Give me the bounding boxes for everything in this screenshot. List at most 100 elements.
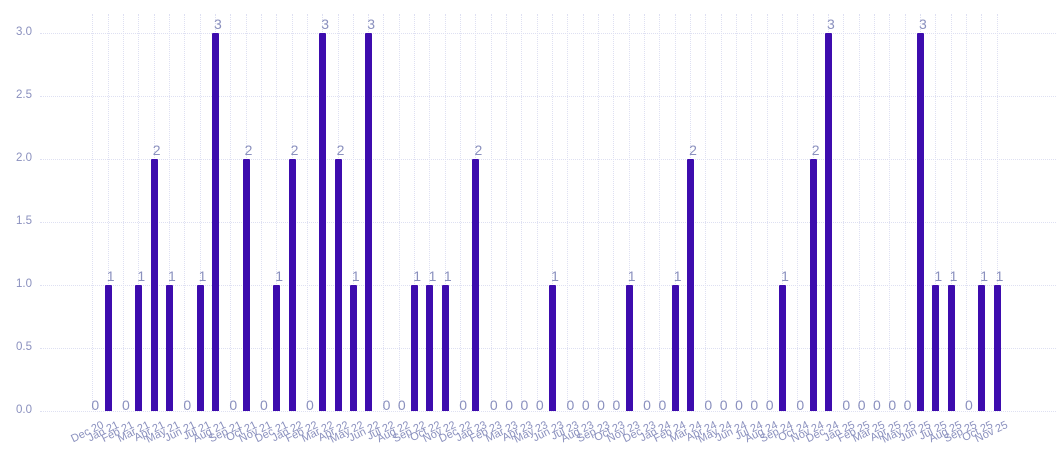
vertical-gridline [965, 14, 967, 410]
bar[interactable] [411, 284, 419, 411]
horizontal-gridline [40, 158, 1056, 160]
bar-value-label: 0 [903, 396, 912, 413]
bar-value-label: 0 [765, 396, 774, 413]
vertical-gridline [352, 14, 354, 410]
bar[interactable] [196, 284, 204, 411]
bar[interactable] [319, 32, 327, 411]
bar-value-label: 0 [566, 396, 575, 413]
bar[interactable] [993, 284, 1001, 411]
bar-value-label: 0 [735, 396, 743, 413]
vertical-gridline [858, 14, 860, 410]
bar-value-label: 0 [229, 396, 238, 413]
bar[interactable] [150, 158, 158, 411]
vertical-gridline [429, 14, 431, 410]
vertical-gridline [184, 14, 186, 410]
bar-value-label: 2 [336, 141, 345, 158]
bar-value-label: 0 [719, 396, 728, 413]
bar-value-label: 1 [106, 267, 115, 284]
vertical-gridline [843, 14, 845, 410]
bar-value-label: 0 [382, 396, 391, 413]
bar-value-label: 1 [627, 267, 636, 284]
bar-value-label: 3 [827, 15, 835, 32]
bar[interactable] [625, 284, 633, 411]
vertical-gridline [950, 14, 952, 410]
vertical-gridline [414, 14, 416, 410]
bar[interactable] [273, 284, 281, 411]
bar[interactable] [824, 32, 832, 411]
bar-value-label: 0 [91, 396, 100, 413]
vertical-gridline [536, 14, 538, 410]
horizontal-gridline [40, 221, 1056, 223]
vertical-gridline [889, 14, 891, 410]
bar-value-label: 0 [597, 396, 605, 413]
y-axis-tick-label: 0.5 [16, 341, 32, 353]
bar[interactable] [809, 158, 817, 411]
vertical-gridline [720, 14, 722, 410]
bar[interactable] [349, 284, 357, 411]
bar[interactable] [671, 284, 679, 411]
bar[interactable] [165, 284, 173, 411]
bar-value-label: 1 [137, 267, 146, 284]
bar-value-label: 3 [214, 15, 222, 32]
bar[interactable] [288, 158, 296, 411]
bar-value-label: 0 [122, 396, 130, 413]
bar[interactable] [426, 284, 434, 411]
y-axis-tick-label: 1.0 [16, 278, 32, 290]
bar[interactable] [978, 284, 986, 411]
vertical-gridline [506, 14, 508, 410]
bar-value-label: 1 [995, 267, 1004, 284]
bar-value-label: 0 [489, 396, 498, 413]
bar-value-label: 2 [474, 141, 483, 158]
bar[interactable] [687, 158, 694, 411]
bar[interactable] [135, 284, 143, 411]
bar-value-label: 1 [351, 267, 360, 284]
y-axis-tick-label: 1.5 [16, 215, 32, 227]
bar[interactable] [472, 158, 480, 411]
bar-value-label: 1 [673, 267, 682, 284]
vertical-gridline [659, 14, 661, 410]
vertical-gridline [260, 14, 262, 410]
horizontal-gridline [40, 410, 1056, 412]
horizontal-gridline [40, 95, 1056, 97]
bar-value-label: 1 [198, 267, 207, 284]
bar[interactable] [365, 32, 373, 411]
vertical-gridline [781, 14, 783, 410]
bar[interactable] [916, 32, 924, 411]
bar-value-label: 2 [152, 141, 161, 158]
bar-value-label: 0 [964, 396, 973, 413]
bar-value-label: 0 [581, 396, 590, 413]
bar[interactable] [242, 158, 250, 411]
bar[interactable] [441, 284, 449, 411]
bar-value-label: 0 [535, 396, 544, 413]
vertical-gridline [935, 14, 937, 410]
vertical-gridline [705, 14, 707, 410]
vertical-gridline [904, 14, 906, 410]
bar-value-label: 2 [689, 141, 697, 158]
bar[interactable] [549, 284, 557, 411]
bar[interactable] [334, 158, 342, 411]
bar-value-label: 3 [918, 15, 927, 32]
bar-value-label: 0 [704, 396, 713, 413]
bar[interactable] [947, 284, 955, 411]
horizontal-gridline [40, 347, 1056, 349]
vertical-gridline [981, 14, 983, 410]
vertical-gridline [306, 14, 308, 410]
vertical-gridline [138, 14, 140, 410]
bar-value-label: 0 [259, 396, 268, 413]
bar-value-label: 0 [612, 396, 621, 413]
vertical-gridline [92, 14, 94, 410]
bar-value-label: 3 [321, 15, 330, 32]
bar-value-label: 0 [520, 396, 529, 413]
vertical-gridline [996, 14, 998, 410]
bar-value-label: 1 [428, 267, 437, 284]
bar[interactable] [778, 284, 786, 411]
y-axis-tick-label: 3.0 [16, 26, 32, 38]
vertical-gridline [230, 14, 232, 410]
bar[interactable] [211, 32, 219, 411]
bar[interactable] [932, 284, 940, 411]
vertical-gridline [598, 14, 600, 410]
bar[interactable] [104, 284, 112, 411]
bar-value-label: 0 [183, 396, 192, 413]
bar-value-label: 0 [842, 396, 851, 413]
bar-value-label: 1 [551, 267, 559, 284]
